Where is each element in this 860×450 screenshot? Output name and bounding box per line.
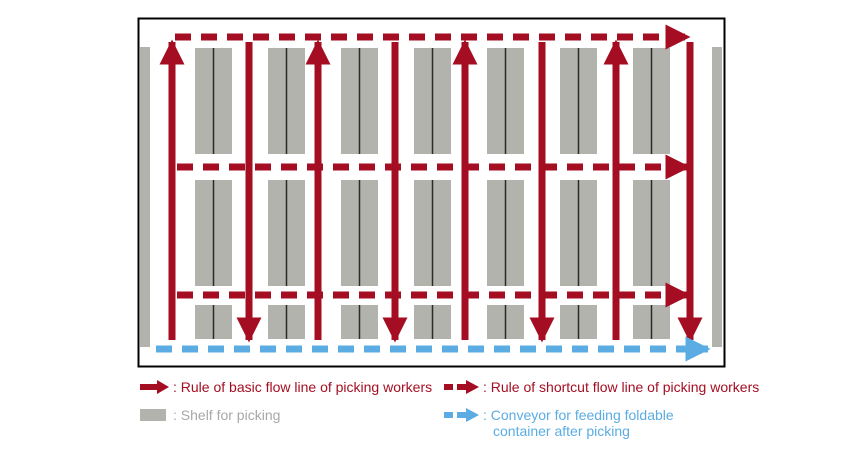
legend-basic-flow: : Rule of basic flow line of picking wor… — [140, 379, 432, 395]
dashed-blue-arrow-icon — [444, 408, 479, 422]
legend-shortcut-flow-label: : Rule of shortcut flow line of picking … — [483, 379, 760, 395]
legend-shortcut-flow: : Rule of shortcut flow line of picking … — [444, 379, 759, 395]
right-side-shelf — [712, 47, 722, 347]
legend-conveyor-label-line2: container after picking — [493, 423, 630, 439]
dashed-red-arrow-icon — [444, 380, 479, 394]
legend-shelf: : Shelf for picking — [140, 407, 280, 423]
legend-basic-flow-label: : Rule of basic flow line of picking wor… — [173, 379, 433, 395]
legend-conveyor-label-line1: : Conveyor for feeding foldable — [483, 407, 674, 423]
flow-lines — [156, 24, 711, 362]
left-side-shelf — [140, 47, 150, 347]
shelf-grid — [195, 48, 670, 339]
shelf-swatch-icon — [140, 409, 166, 421]
warehouse-floor-frame — [137, 17, 726, 368]
solid-red-arrow-icon — [140, 380, 169, 394]
legend-shelf-label: : Shelf for picking — [173, 407, 281, 423]
legend-conveyor: : Conveyor for feeding foldable containe… — [444, 407, 674, 439]
